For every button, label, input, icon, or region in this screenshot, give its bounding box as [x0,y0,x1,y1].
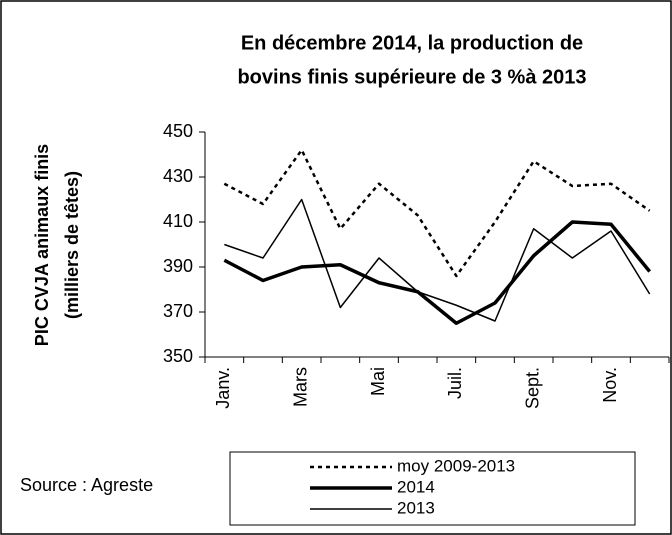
x-tick-label: Sept. [522,367,542,409]
series-line [224,198,651,322]
x-tick-label: Juil. [445,367,465,399]
y-tick-label: 410 [163,211,193,231]
y-tick-label: 350 [163,346,193,366]
x-tick-label: Janv. [213,367,233,409]
y-axis-label: (milliers de têtes) [62,171,82,319]
x-tick-label: Nov. [600,367,620,403]
series-line [223,148,651,278]
source: Source : Agreste [20,475,153,495]
y-tick-label: 390 [163,256,193,276]
legend-label: 2013 [397,498,435,517]
series-line [223,220,652,325]
y-tick-label: 370 [163,301,193,321]
chart-title: bovins finis supérieure de 3 %à 2013 [237,66,586,88]
chart-title: En décembre 2014, la production de [241,32,583,54]
y-tick-label: 430 [163,166,193,186]
legend-box [229,451,636,526]
x-tick-label: Mai [368,367,388,396]
legend-label: 2014 [397,477,435,496]
y-axis-label: PIC CVJA animaux finis [32,144,52,346]
legend-label: moy 2009-2013 [397,456,515,475]
y-tick-label: 450 [163,121,193,141]
x-tick-label: Mars [290,367,310,407]
